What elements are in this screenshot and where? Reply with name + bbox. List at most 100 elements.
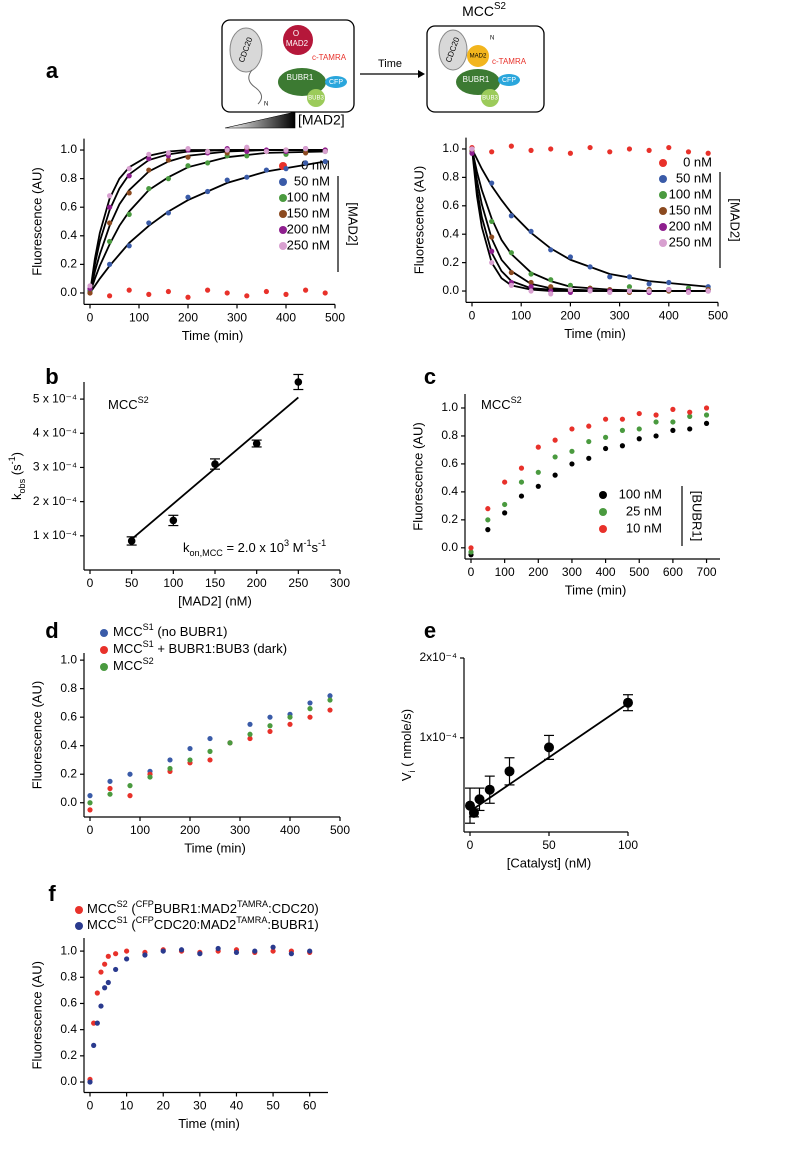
point xyxy=(587,144,593,151)
point xyxy=(685,149,692,155)
point xyxy=(567,287,574,293)
point xyxy=(113,951,119,957)
point xyxy=(185,194,191,200)
fit-line xyxy=(471,148,709,292)
text-part: MCC xyxy=(108,397,138,412)
point xyxy=(670,427,676,433)
y-tick-label: 0.6 xyxy=(60,996,77,1010)
point xyxy=(327,697,333,703)
point xyxy=(270,944,276,950)
x-tick-label: 500 xyxy=(325,311,345,325)
legend-marker xyxy=(279,242,287,250)
panel-label: e xyxy=(424,618,436,643)
point xyxy=(705,288,711,294)
text-part: TAMRA xyxy=(236,915,268,925)
scheme-label: N xyxy=(490,36,494,42)
point xyxy=(127,783,133,789)
point xyxy=(98,1003,104,1009)
text-part: k xyxy=(183,540,190,555)
point xyxy=(548,291,554,297)
text-part: -1 xyxy=(7,456,17,464)
text-part: (no BUBR1) xyxy=(154,624,228,639)
point xyxy=(535,483,541,489)
point xyxy=(586,423,592,429)
point xyxy=(586,438,592,445)
fit-line xyxy=(89,149,326,294)
y-tick-label: 4 x 10⁻⁴ xyxy=(33,425,77,439)
point xyxy=(548,284,554,290)
point xyxy=(607,274,613,280)
x-tick-label: 200 xyxy=(247,576,267,590)
point xyxy=(94,990,100,996)
point xyxy=(569,448,575,454)
point xyxy=(468,545,474,551)
legend-marker xyxy=(659,159,667,167)
y-axis-label: Fluorescence (AU) xyxy=(29,961,44,1069)
point xyxy=(207,735,213,742)
point xyxy=(244,153,250,159)
point xyxy=(107,778,113,784)
point xyxy=(244,174,250,180)
point xyxy=(169,516,178,525)
x-tick-label: 300 xyxy=(610,309,630,323)
point xyxy=(307,706,313,712)
fit-line xyxy=(89,160,326,294)
point xyxy=(528,147,534,153)
point xyxy=(636,426,642,432)
point xyxy=(552,454,558,460)
point xyxy=(586,455,592,461)
point xyxy=(87,793,93,799)
point xyxy=(165,288,171,295)
legend-label: MCCS1 (no BUBR1) xyxy=(113,622,227,639)
x-tick-label: 200 xyxy=(528,565,548,579)
legend-label: MCCS1 (CFPCDC20:MAD2TAMRA:BUBR1) xyxy=(87,915,319,932)
text-part: MCC xyxy=(113,641,143,656)
cdc20-tail xyxy=(248,69,262,105)
point xyxy=(211,460,219,468)
point xyxy=(548,277,554,283)
x-tick-label: 0 xyxy=(87,1099,94,1113)
point xyxy=(227,740,233,746)
point xyxy=(87,283,93,289)
point xyxy=(91,1042,97,1048)
panel-label: a xyxy=(46,58,59,83)
point xyxy=(207,748,213,755)
point xyxy=(489,149,495,155)
text-part: S2 xyxy=(138,395,149,405)
text-part: M xyxy=(289,540,303,555)
x-tick-label: 0 xyxy=(87,311,94,325)
point xyxy=(126,166,132,172)
y-tick-label: 2x10⁻⁴ xyxy=(419,650,457,664)
x-tick-label: 50 xyxy=(542,838,556,852)
legend-marker xyxy=(100,663,108,671)
fit-line xyxy=(89,150,326,294)
point xyxy=(247,731,253,737)
point xyxy=(165,150,171,156)
point xyxy=(489,234,495,240)
point xyxy=(607,289,613,296)
cfp-shape xyxy=(325,76,347,88)
text-part: k xyxy=(9,493,24,500)
point xyxy=(587,264,593,270)
point xyxy=(126,243,132,249)
point xyxy=(233,949,240,956)
scheme-label: c-TAMRA xyxy=(312,53,347,62)
text-part: MCC xyxy=(113,624,143,639)
point xyxy=(623,697,633,708)
point xyxy=(703,420,710,426)
legend-label: 200 nM xyxy=(669,218,712,233)
legend-label: 250 nM xyxy=(287,237,330,252)
x-tick-label: 150 xyxy=(205,576,225,590)
point xyxy=(185,163,191,169)
point xyxy=(267,728,273,735)
point xyxy=(283,291,289,297)
y-tick-label: 0.0 xyxy=(441,540,458,554)
legend-marker xyxy=(659,223,667,231)
text-part: -1 xyxy=(318,538,326,548)
point xyxy=(146,220,152,226)
point xyxy=(518,479,525,485)
annotation: MCCS2 xyxy=(481,395,522,412)
legend-label: 200 nM xyxy=(287,221,330,236)
point xyxy=(267,714,273,720)
